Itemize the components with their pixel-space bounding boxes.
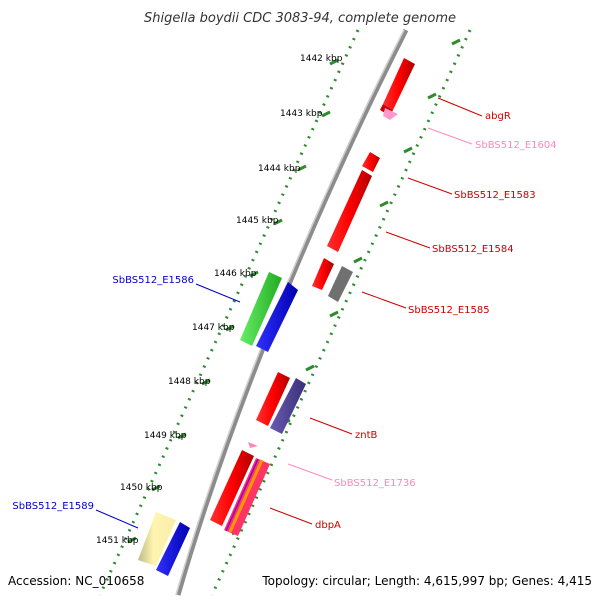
kbp-label-1444: 1444 kbp	[258, 164, 301, 174]
gene-label-e1584[interactable]: SbBS512_E1584	[432, 244, 514, 255]
gene-label-e1585[interactable]: SbBS512_E1585	[408, 305, 490, 316]
gene-label-e1583[interactable]: SbBS512_E1583	[454, 190, 536, 201]
kbp-label-1449: 1449 kbp	[144, 431, 187, 441]
e1604-connector	[427, 127, 473, 145]
gene-e1585b-feature[interactable]	[328, 266, 353, 302]
gene-blue1-feature[interactable]	[256, 282, 298, 352]
kbp-label-1447: 1447 kbp	[192, 323, 235, 333]
kbp-label-1442: 1442 kbp	[300, 54, 343, 64]
left-major-ticks	[127, 58, 339, 544]
map-title: Shigella boydii CDC 3083-94, complete ge…	[144, 11, 456, 26]
kbp-label-1443: 1443 kbp	[280, 109, 323, 119]
gene-e1584-feature[interactable]	[327, 170, 372, 252]
gene-label-dbpA[interactable]: dbpA	[315, 520, 341, 531]
gene-e1585a-feature[interactable]	[312, 258, 334, 290]
gene-e1736-feature[interactable]	[248, 442, 258, 448]
kbp-label-1446: 1446 kbp	[214, 269, 257, 279]
gene-red-1448-feature[interactable]	[256, 372, 290, 426]
gene-zntB-feature[interactable]	[270, 378, 306, 434]
gene-label-abgR[interactable]: abgR	[485, 111, 511, 122]
e1736-connector	[287, 463, 333, 481]
e1584-connector	[385, 231, 431, 249]
genome-backbone	[175, 28, 409, 596]
gene-label-e1736[interactable]: SbBS512_E1736	[334, 478, 416, 489]
zntB-connector	[309, 417, 353, 435]
topology-summary: Topology: circular; Length: 4,615,997 bp…	[261, 574, 592, 588]
e1589-connector	[95, 509, 139, 529]
e1583-connector	[407, 177, 453, 195]
kbp-label-1451: 1451 kbp	[96, 536, 139, 546]
gene-label-e1589[interactable]: SbBS512_E1589	[12, 501, 94, 512]
kbp-label-1448: 1448 kbp	[168, 377, 211, 387]
accession-text: Accession: NC_010658	[8, 574, 144, 588]
gene-label-e1586[interactable]: SbBS512_E1586	[112, 275, 194, 286]
gene-blue2-feature[interactable]	[156, 522, 190, 576]
e1585-connector	[361, 291, 407, 309]
kbp-label-1450: 1450 kbp	[120, 483, 163, 493]
gene-label-e1604[interactable]: SbBS512_E1604	[475, 140, 557, 151]
abgR-connector	[437, 97, 483, 117]
gene-label-zntB[interactable]: zntB	[355, 430, 378, 441]
gene-e1586-feature[interactable]	[240, 272, 282, 346]
e1586-connector	[195, 283, 241, 303]
gene-red-1450-feature[interactable]	[210, 450, 254, 526]
dbpA-connector	[269, 507, 313, 525]
gene-e1604-feature[interactable]	[383, 108, 398, 120]
kbp-label-1445: 1445 kbp	[236, 216, 279, 226]
gene-e1589-feature[interactable]	[138, 512, 176, 566]
gene-e1583-feature[interactable]	[362, 152, 380, 172]
